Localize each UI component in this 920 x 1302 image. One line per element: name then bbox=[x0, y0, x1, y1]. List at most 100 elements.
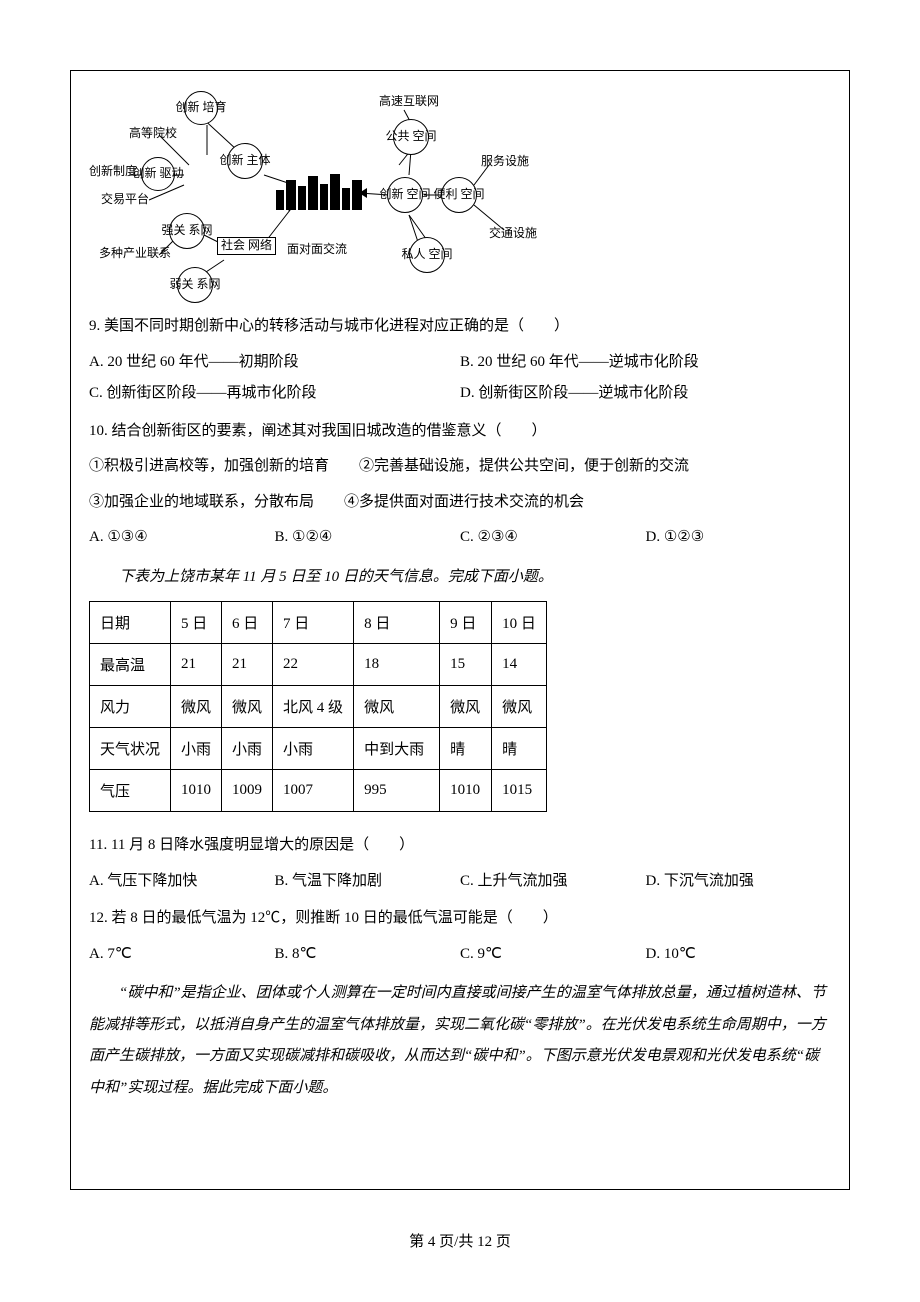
table-cell: 21 bbox=[222, 644, 273, 686]
node-gaosu-hulian: 高速互联网 bbox=[379, 95, 439, 109]
label: 社会 网络 bbox=[221, 238, 272, 252]
table-cell: 14 bbox=[492, 644, 547, 686]
node-fuwu-sheshi: 服务设施 bbox=[481, 155, 529, 169]
node-gaodeng-yuanxiao: 高等院校 bbox=[129, 127, 177, 141]
node-jiaoyi-pingtai: 交易平台 bbox=[101, 193, 149, 207]
node-mianduimian: 面对面交流 bbox=[287, 243, 347, 257]
node-siren-kongjian: 私人 空间 bbox=[409, 237, 445, 273]
table-row: 日期5 日6 日7 日8 日9 日10 日 bbox=[90, 602, 547, 644]
q11-B: B. 气温下降加剧 bbox=[275, 866, 461, 898]
table-cell: 15 bbox=[440, 644, 492, 686]
q10-line1: ①积极引进高校等，加强创新的培育 ②完善基础设施，提供公共空间，便于创新的交流 bbox=[89, 451, 831, 483]
node-chuangxin-zhidu: 创新制度 bbox=[89, 165, 137, 179]
label: 创新 驱动 bbox=[133, 167, 184, 181]
q9-A: A. 20 世纪 60 年代——初期阶段 bbox=[89, 347, 460, 379]
label: 高等院校 bbox=[129, 126, 177, 140]
table-cell: 1010 bbox=[171, 770, 222, 812]
table-cell: 北风 4 级 bbox=[273, 686, 354, 728]
table-cell: 气压 bbox=[90, 770, 171, 812]
table-header-cell: 6 日 bbox=[222, 602, 273, 644]
table-row: 风力微风微风北风 4 级微风微风微风 bbox=[90, 686, 547, 728]
q12-A: A. 7℃ bbox=[89, 939, 275, 971]
q12-text: 12. 若 8 日的最低气温为 12℃，则推断 10 日的最低气温可能是（ ） bbox=[89, 903, 831, 935]
label: 服务设施 bbox=[481, 154, 529, 168]
city-skyline-icon bbox=[274, 170, 364, 210]
label: 创新 培育 bbox=[176, 101, 227, 115]
table-cell: 1009 bbox=[222, 770, 273, 812]
node-shehui-wangluo: 社会 网络 bbox=[217, 237, 276, 255]
table-cell: 风力 bbox=[90, 686, 171, 728]
node-chuangxin-peiyu: 创新 培育 bbox=[184, 91, 218, 125]
table-cell: 1007 bbox=[273, 770, 354, 812]
q10-line2: ③加强企业的地域联系，分散布局 ④多提供面对面进行技术交流的机会 bbox=[89, 487, 831, 519]
innovation-diagram: 创新 培育 高等院校 创新制度 创新 驱动 交易平台 创新 主体 强关 系网 多… bbox=[89, 85, 549, 305]
node-chuangxin-kongjian: 创新 空间 bbox=[387, 177, 423, 213]
q11-text: 11. 11 月 8 日降水强度明显增大的原因是（ ） bbox=[89, 830, 831, 862]
table-cell: 微风 bbox=[440, 686, 492, 728]
table-cell: 晴 bbox=[440, 728, 492, 770]
weather-table: 日期5 日6 日7 日8 日9 日10 日最高温212122181514风力微风… bbox=[89, 601, 547, 812]
label: 创新制度 bbox=[89, 164, 137, 178]
label: 交易平台 bbox=[101, 192, 149, 206]
table-cell: 最高温 bbox=[90, 644, 171, 686]
table-cell: 小雨 bbox=[273, 728, 354, 770]
carbon-stem: “碳中和”是指企业、团体或个人测算在一定时间内直接或间接产生的温室气体排放总量，… bbox=[89, 978, 831, 1104]
table-cell: 天气状况 bbox=[90, 728, 171, 770]
q10-A: A. ①③④ bbox=[89, 522, 275, 554]
table-cell: 小雨 bbox=[171, 728, 222, 770]
table-cell: 22 bbox=[273, 644, 354, 686]
q12-options: A. 7℃ B. 8℃ C. 9℃ D. 10℃ bbox=[89, 939, 831, 971]
node-gonggong-kongjian: 公共 空间 bbox=[393, 119, 429, 155]
node-bianli-kongjian: 便利 空间 bbox=[441, 177, 477, 213]
label: 面对面交流 bbox=[287, 242, 347, 256]
table-cell: 1010 bbox=[440, 770, 492, 812]
table-cell: 小雨 bbox=[222, 728, 273, 770]
node-duozhong-chanye: 多种产业联系 bbox=[99, 247, 171, 261]
node-chuangxin-zhuti: 创新 主体 bbox=[227, 143, 263, 179]
q12-B: B. 8℃ bbox=[275, 939, 461, 971]
table-cell: 995 bbox=[354, 770, 440, 812]
node-ruo-guanxi: 弱关 系网 bbox=[177, 267, 213, 303]
table-cell: 中到大雨 bbox=[354, 728, 440, 770]
table-cell: 21 bbox=[171, 644, 222, 686]
label: 交通设施 bbox=[489, 226, 537, 240]
node-jiaotong-sheshi: 交通设施 bbox=[489, 227, 537, 241]
q9-text: 9. 美国不同时期创新中心的转移活动与城市化进程对应正确的是（ ） bbox=[89, 311, 831, 343]
table-row: 最高温212122181514 bbox=[90, 644, 547, 686]
q12-C: C. 9℃ bbox=[460, 939, 646, 971]
label: 强关 系网 bbox=[162, 224, 213, 238]
q10-B: B. ①②④ bbox=[275, 522, 461, 554]
q11-A: A. 气压下降加快 bbox=[89, 866, 275, 898]
q10-D: D. ①②③ bbox=[646, 522, 832, 554]
label: 多种产业联系 bbox=[99, 246, 171, 260]
q10-options: A. ①③④ B. ①②④ C. ②③④ D. ①②③ bbox=[89, 522, 831, 554]
table-cell: 晴 bbox=[492, 728, 547, 770]
weather-stem: 下表为上饶市某年 11 月 5 日至 10 日的天气信息。完成下面小题。 bbox=[89, 562, 831, 594]
q11-C: C. 上升气流加强 bbox=[460, 866, 646, 898]
page-footer: 第 4 页/共 12 页 bbox=[0, 1230, 920, 1251]
table-header-cell: 日期 bbox=[90, 602, 171, 644]
label: 便利 空间 bbox=[434, 188, 485, 202]
label: 弱关 系网 bbox=[170, 278, 221, 292]
q10-C: C. ②③④ bbox=[460, 522, 646, 554]
label: 高速互联网 bbox=[379, 94, 439, 108]
label: 公共 空间 bbox=[386, 130, 437, 144]
table-row: 天气状况小雨小雨小雨中到大雨晴晴 bbox=[90, 728, 547, 770]
q9-options-row1: A. 20 世纪 60 年代——初期阶段 B. 20 世纪 60 年代——逆城市… bbox=[89, 347, 831, 379]
weather-tbody: 日期5 日6 日7 日8 日9 日10 日最高温212122181514风力微风… bbox=[90, 602, 547, 812]
page-frame: 创新 培育 高等院校 创新制度 创新 驱动 交易平台 创新 主体 强关 系网 多… bbox=[70, 70, 850, 1190]
table-header-cell: 8 日 bbox=[354, 602, 440, 644]
table-cell: 微风 bbox=[354, 686, 440, 728]
q10-text: 10. 结合创新街区的要素，阐述其对我国旧城改造的借鉴意义（ ） bbox=[89, 416, 831, 448]
table-cell: 微风 bbox=[222, 686, 273, 728]
label: 创新 空间 bbox=[380, 188, 431, 202]
q9-D: D. 创新街区阶段——逆城市化阶段 bbox=[460, 378, 831, 410]
q11-D: D. 下沉气流加强 bbox=[646, 866, 832, 898]
q12-D: D. 10℃ bbox=[646, 939, 832, 971]
node-chuangxin-qudong: 创新 驱动 bbox=[141, 157, 175, 191]
q9-B: B. 20 世纪 60 年代——逆城市化阶段 bbox=[460, 347, 831, 379]
table-cell: 微风 bbox=[171, 686, 222, 728]
table-cell: 微风 bbox=[492, 686, 547, 728]
label: 私人 空间 bbox=[402, 248, 453, 262]
label: 创新 主体 bbox=[220, 154, 271, 168]
